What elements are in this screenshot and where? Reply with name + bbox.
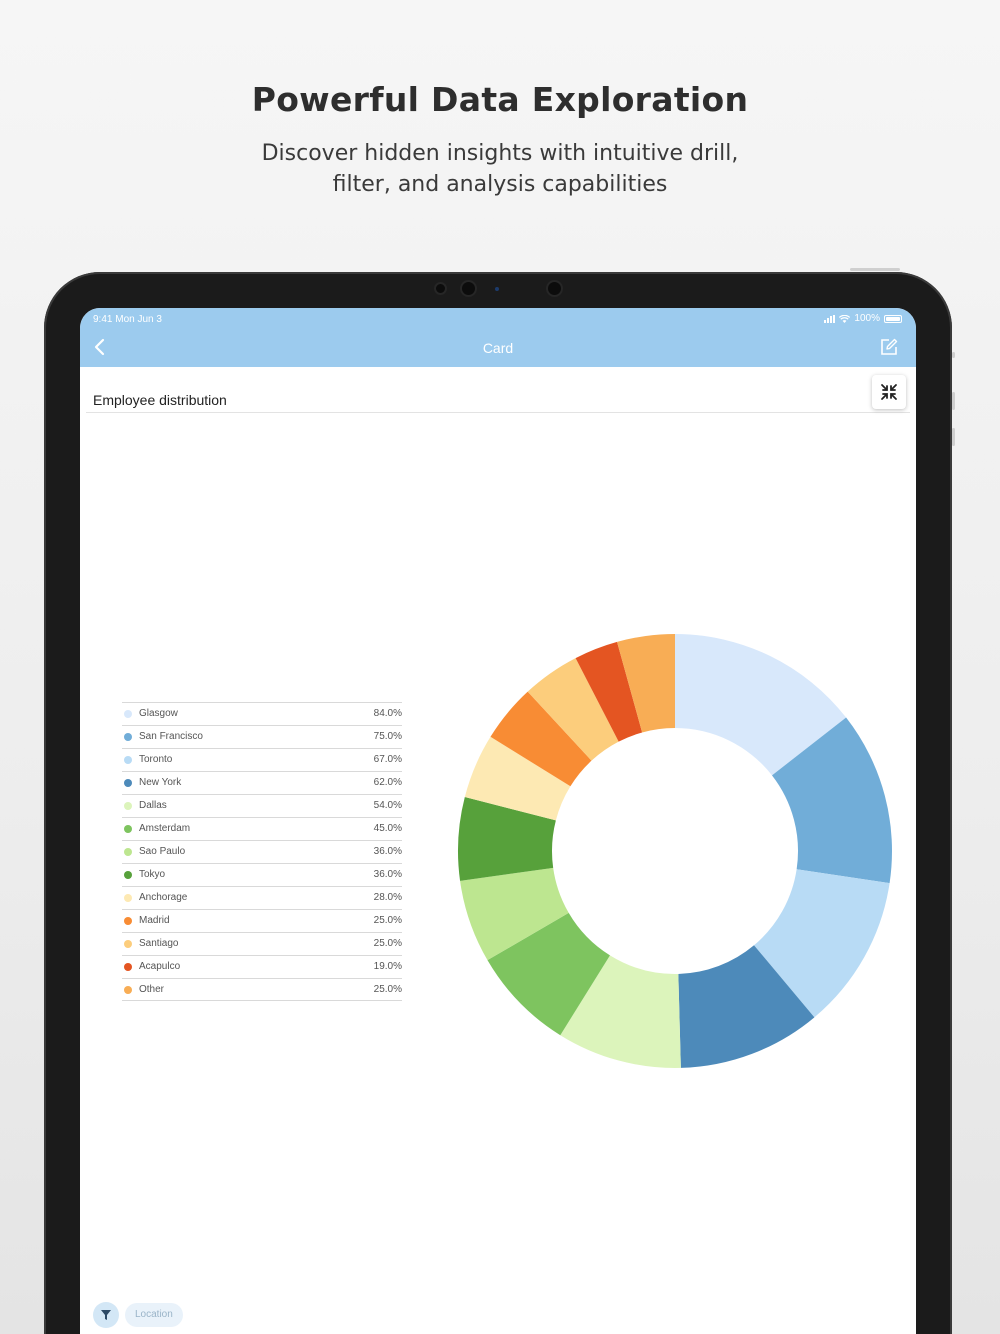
donut-slice-tokyo[interactable]: [458, 797, 556, 881]
donut-chart: [458, 634, 892, 1068]
donut-slice-new-york[interactable]: [678, 945, 815, 1068]
legend-swatch: [124, 940, 132, 948]
signal-icon: [824, 314, 836, 323]
filter-button[interactable]: [93, 1302, 119, 1328]
navbar-title: Card: [482, 340, 514, 356]
front-camera: [546, 280, 563, 297]
app-screen: 9:41 Mon Jun 3 100% Card Employee distri…: [80, 308, 916, 1334]
legend-swatch: [124, 894, 132, 902]
legend-value: 45.0%: [373, 823, 402, 834]
legend-swatch: [124, 917, 132, 925]
device-volume-down: [952, 392, 955, 410]
legend-swatch: [124, 871, 132, 879]
camera-indicator: [495, 287, 499, 291]
legend-label: Madrid: [139, 915, 170, 926]
legend-item[interactable]: Madrid 25.0%: [122, 909, 402, 932]
promo-subline: Discover hidden insights with intuitive …: [261, 141, 739, 197]
donut-slice-amsterdam[interactable]: [487, 912, 610, 1036]
legend-value: 67.0%: [373, 754, 402, 765]
donut-slice-sao-paulo[interactable]: [460, 867, 569, 961]
legend-item[interactable]: Acapulco 19.0%: [122, 955, 402, 978]
legend-item[interactable]: New York 62.0%: [122, 771, 402, 794]
legend-value: 25.0%: [373, 915, 402, 926]
legend-swatch: [124, 848, 132, 856]
legend-swatch: [124, 986, 132, 994]
legend-item[interactable]: Dallas 54.0%: [122, 794, 402, 817]
legend-item[interactable]: Other 25.0%: [122, 978, 402, 1001]
legend-value: 25.0%: [373, 984, 402, 995]
donut-slice-anchorage[interactable]: [464, 736, 571, 821]
legend-swatch: [124, 756, 132, 764]
legend-swatch: [124, 779, 132, 787]
legend-label: Anchorage: [139, 892, 188, 903]
chart-legend: Glasgow 84.0% San Francisco 75.0% Toronto 67.…: [122, 702, 402, 1001]
chevron-left-icon: [94, 338, 105, 356]
promo-headline: Powerful Data Exploration: [251, 80, 749, 119]
status-indicators: 100%: [824, 313, 902, 324]
legend-label: Sao Paulo: [139, 846, 186, 857]
legend-item[interactable]: Santiago 25.0%: [122, 932, 402, 955]
donut-slice-santiago[interactable]: [527, 658, 619, 761]
legend-item[interactable]: Anchorage 28.0%: [122, 886, 402, 909]
donut-slice-toronto[interactable]: [754, 869, 890, 1018]
legend-label: Dallas: [139, 800, 167, 811]
status-time: 9:41 Mon Jun 3: [93, 314, 162, 325]
device-side-button: [952, 428, 955, 446]
edit-icon: [881, 338, 898, 355]
donut-slice-acapulco[interactable]: [575, 641, 643, 742]
legend-item[interactable]: Tokyo 36.0%: [122, 863, 402, 886]
legend-swatch: [124, 963, 132, 971]
legend-item[interactable]: San Francisco 75.0%: [122, 725, 402, 748]
legend-swatch: [124, 710, 132, 718]
battery-percent: 100%: [854, 313, 880, 324]
collapse-arrows-icon: [881, 384, 897, 400]
legend-value: 28.0%: [373, 892, 402, 903]
legend-label: Glasgow: [139, 708, 178, 719]
expand-button[interactable]: [872, 375, 906, 409]
legend-label: Amsterdam: [139, 823, 191, 834]
legend-label: Other: [139, 984, 165, 995]
front-camera: [434, 282, 447, 295]
edit-button[interactable]: [880, 338, 898, 356]
battery-icon: [884, 314, 902, 323]
legend-label: Toronto: [139, 754, 173, 765]
donut-slice-other[interactable]: [617, 634, 675, 733]
legend-swatch: [124, 825, 132, 833]
legend-swatch: [124, 733, 132, 741]
legend-value: 25.0%: [373, 938, 402, 949]
wifi-icon: [839, 314, 851, 323]
device-top-button: [850, 268, 900, 271]
legend-label: Tokyo: [139, 869, 166, 880]
back-button[interactable]: [90, 336, 112, 358]
legend-item[interactable]: Toronto 67.0%: [122, 748, 402, 771]
legend-swatch: [124, 802, 132, 810]
legend-label: Santiago: [139, 938, 179, 949]
legend-label: Acapulco: [139, 961, 181, 972]
legend-label: San Francisco: [139, 731, 203, 742]
legend-value: 75.0%: [373, 731, 402, 742]
card-header: Employee distribution: [86, 367, 910, 413]
filter-icon: [101, 1310, 111, 1320]
donut-slice-glasgow[interactable]: [675, 634, 847, 776]
legend-label: New York: [139, 777, 182, 788]
legend-item[interactable]: Amsterdam 45.0%: [122, 817, 402, 840]
legend-value: 54.0%: [373, 800, 402, 811]
device-volume-up: [952, 352, 955, 358]
legend-item[interactable]: Glasgow 84.0%: [122, 702, 402, 725]
legend-value: 36.0%: [373, 869, 402, 880]
legend-value: 36.0%: [373, 846, 402, 857]
donut-slice-dallas[interactable]: [560, 955, 681, 1068]
card-title: Employee distribution: [93, 392, 227, 408]
legend-value: 19.0%: [373, 961, 402, 972]
donut-slice-san-francisco[interactable]: [771, 717, 892, 884]
location-filter-chip[interactable]: Location: [125, 1303, 183, 1327]
front-camera: [460, 280, 477, 297]
donut-slice-madrid[interactable]: [490, 691, 592, 787]
legend-value: 84.0%: [373, 708, 402, 719]
legend-value: 62.0%: [373, 777, 402, 788]
navbar: 9:41 Mon Jun 3 100% Card: [80, 308, 916, 367]
legend-item[interactable]: Sao Paulo 36.0%: [122, 840, 402, 863]
